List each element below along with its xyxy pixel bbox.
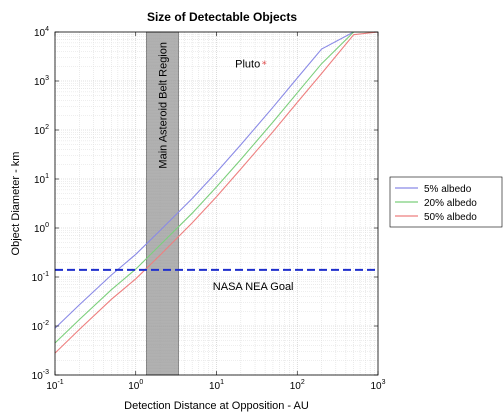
- series-line-2: [55, 32, 378, 344]
- y-tick-label: 103: [34, 75, 49, 88]
- series-lines: [55, 32, 378, 354]
- y-tick-label: 10-1: [32, 271, 49, 284]
- legend-label-3: 50% albedo: [424, 212, 477, 223]
- legend-label-2: 20% albedo: [424, 198, 477, 209]
- series-line-1: [55, 32, 378, 329]
- pluto-marker: *: [262, 59, 267, 70]
- x-tick-label: 100: [128, 379, 143, 392]
- x-tick-label: 103: [370, 379, 385, 392]
- grid: [54, 32, 378, 376]
- x-tick-label: 101: [209, 379, 224, 392]
- x-tick-label: 10-1: [46, 379, 63, 392]
- y-tick-label: 101: [34, 173, 49, 186]
- x-tick-label: 102: [290, 379, 305, 392]
- y-tick-label: 10-3: [32, 369, 49, 382]
- legend: 5% albedo 20% albedo 50% albedo: [389, 176, 503, 228]
- series-line-3: [55, 32, 378, 354]
- y-tick-label: 104: [34, 26, 49, 39]
- asteroid-belt-region: [146, 31, 179, 376]
- y-tick-label: 100: [34, 222, 49, 235]
- x-axis-label: Detection Distance at Opposition - AU: [124, 400, 309, 412]
- pluto-label: Pluto: [235, 58, 260, 70]
- y-tick-label: 102: [34, 124, 49, 137]
- chart-title: Size of Detectable Objects: [147, 10, 297, 24]
- axis-ticks: 10-1 100 101 102 103 10-3 10-2 10-1 100 101 102 103…: [32, 26, 386, 392]
- legend-label-1: 5% albedo: [424, 184, 472, 195]
- nasa-goal-label: NASA NEA Goal: [213, 281, 294, 293]
- asteroid-belt-label: Main Asteroid Belt Region: [157, 42, 169, 169]
- y-axis-label: Object Diameter - km: [10, 152, 22, 256]
- y-tick-label: 10-2: [32, 320, 49, 333]
